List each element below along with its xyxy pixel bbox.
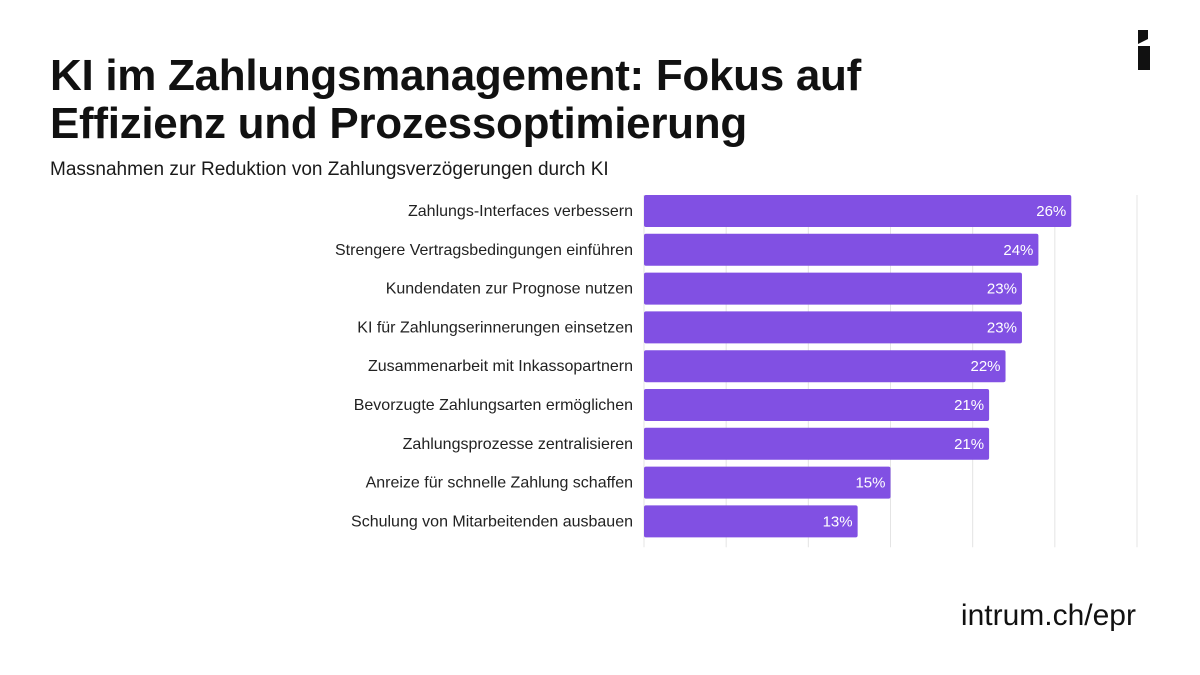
- bar: [644, 389, 990, 421]
- bar: [644, 505, 858, 538]
- category-label: Anreize für schnelle Zahlung schaffen: [366, 475, 633, 492]
- intrum-logo-icon: [1138, 30, 1150, 70]
- bar: [644, 272, 1022, 305]
- bar: [644, 195, 1072, 227]
- bar: [644, 427, 990, 460]
- page-title: KI im Zahlungsmanagement: Fokus auf Effi…: [50, 52, 1050, 148]
- value-label: 23%: [987, 281, 1017, 298]
- category-label: Zahlungsprozesse zentralisieren: [403, 436, 633, 453]
- bar: [644, 350, 1006, 383]
- category-label: Bevorzugte Zahlungsarten ermöglichen: [354, 397, 633, 414]
- value-label: 21%: [954, 397, 984, 414]
- category-label: Zusammenarbeit mit Inkassopartnern: [368, 358, 633, 375]
- footer-url[interactable]: intrum.ch/epr: [960, 599, 1136, 632]
- value-label: 21%: [954, 436, 984, 453]
- chart-subtitle: Massnahmen zur Reduktion von Zahlungsver…: [50, 159, 609, 180]
- category-label: Kundendaten zur Prognose nutzen: [386, 281, 633, 298]
- value-label: 26%: [1036, 203, 1066, 220]
- value-label: 22%: [971, 358, 1001, 375]
- title-line-1: KI im Zahlungsmanagement: Fokus auf: [50, 51, 861, 100]
- category-label: KI für Zahlungserinnerungen einsetzen: [357, 319, 633, 336]
- value-label: 24%: [1003, 242, 1033, 259]
- bar: [644, 233, 1039, 266]
- category-label: Schulung von Mitarbeitenden ausbauen: [351, 513, 633, 530]
- bar: [644, 466, 891, 499]
- category-label: Zahlungs-Interfaces verbessern: [408, 203, 633, 220]
- value-label: 23%: [987, 319, 1017, 336]
- value-label: 15%: [855, 475, 885, 492]
- value-label: 13%: [823, 513, 853, 530]
- title-line-2: Effizienz und Prozessoptimierung: [50, 99, 747, 148]
- bar: [644, 311, 1022, 344]
- category-label: Strengere Vertragsbedingungen einführen: [335, 242, 633, 259]
